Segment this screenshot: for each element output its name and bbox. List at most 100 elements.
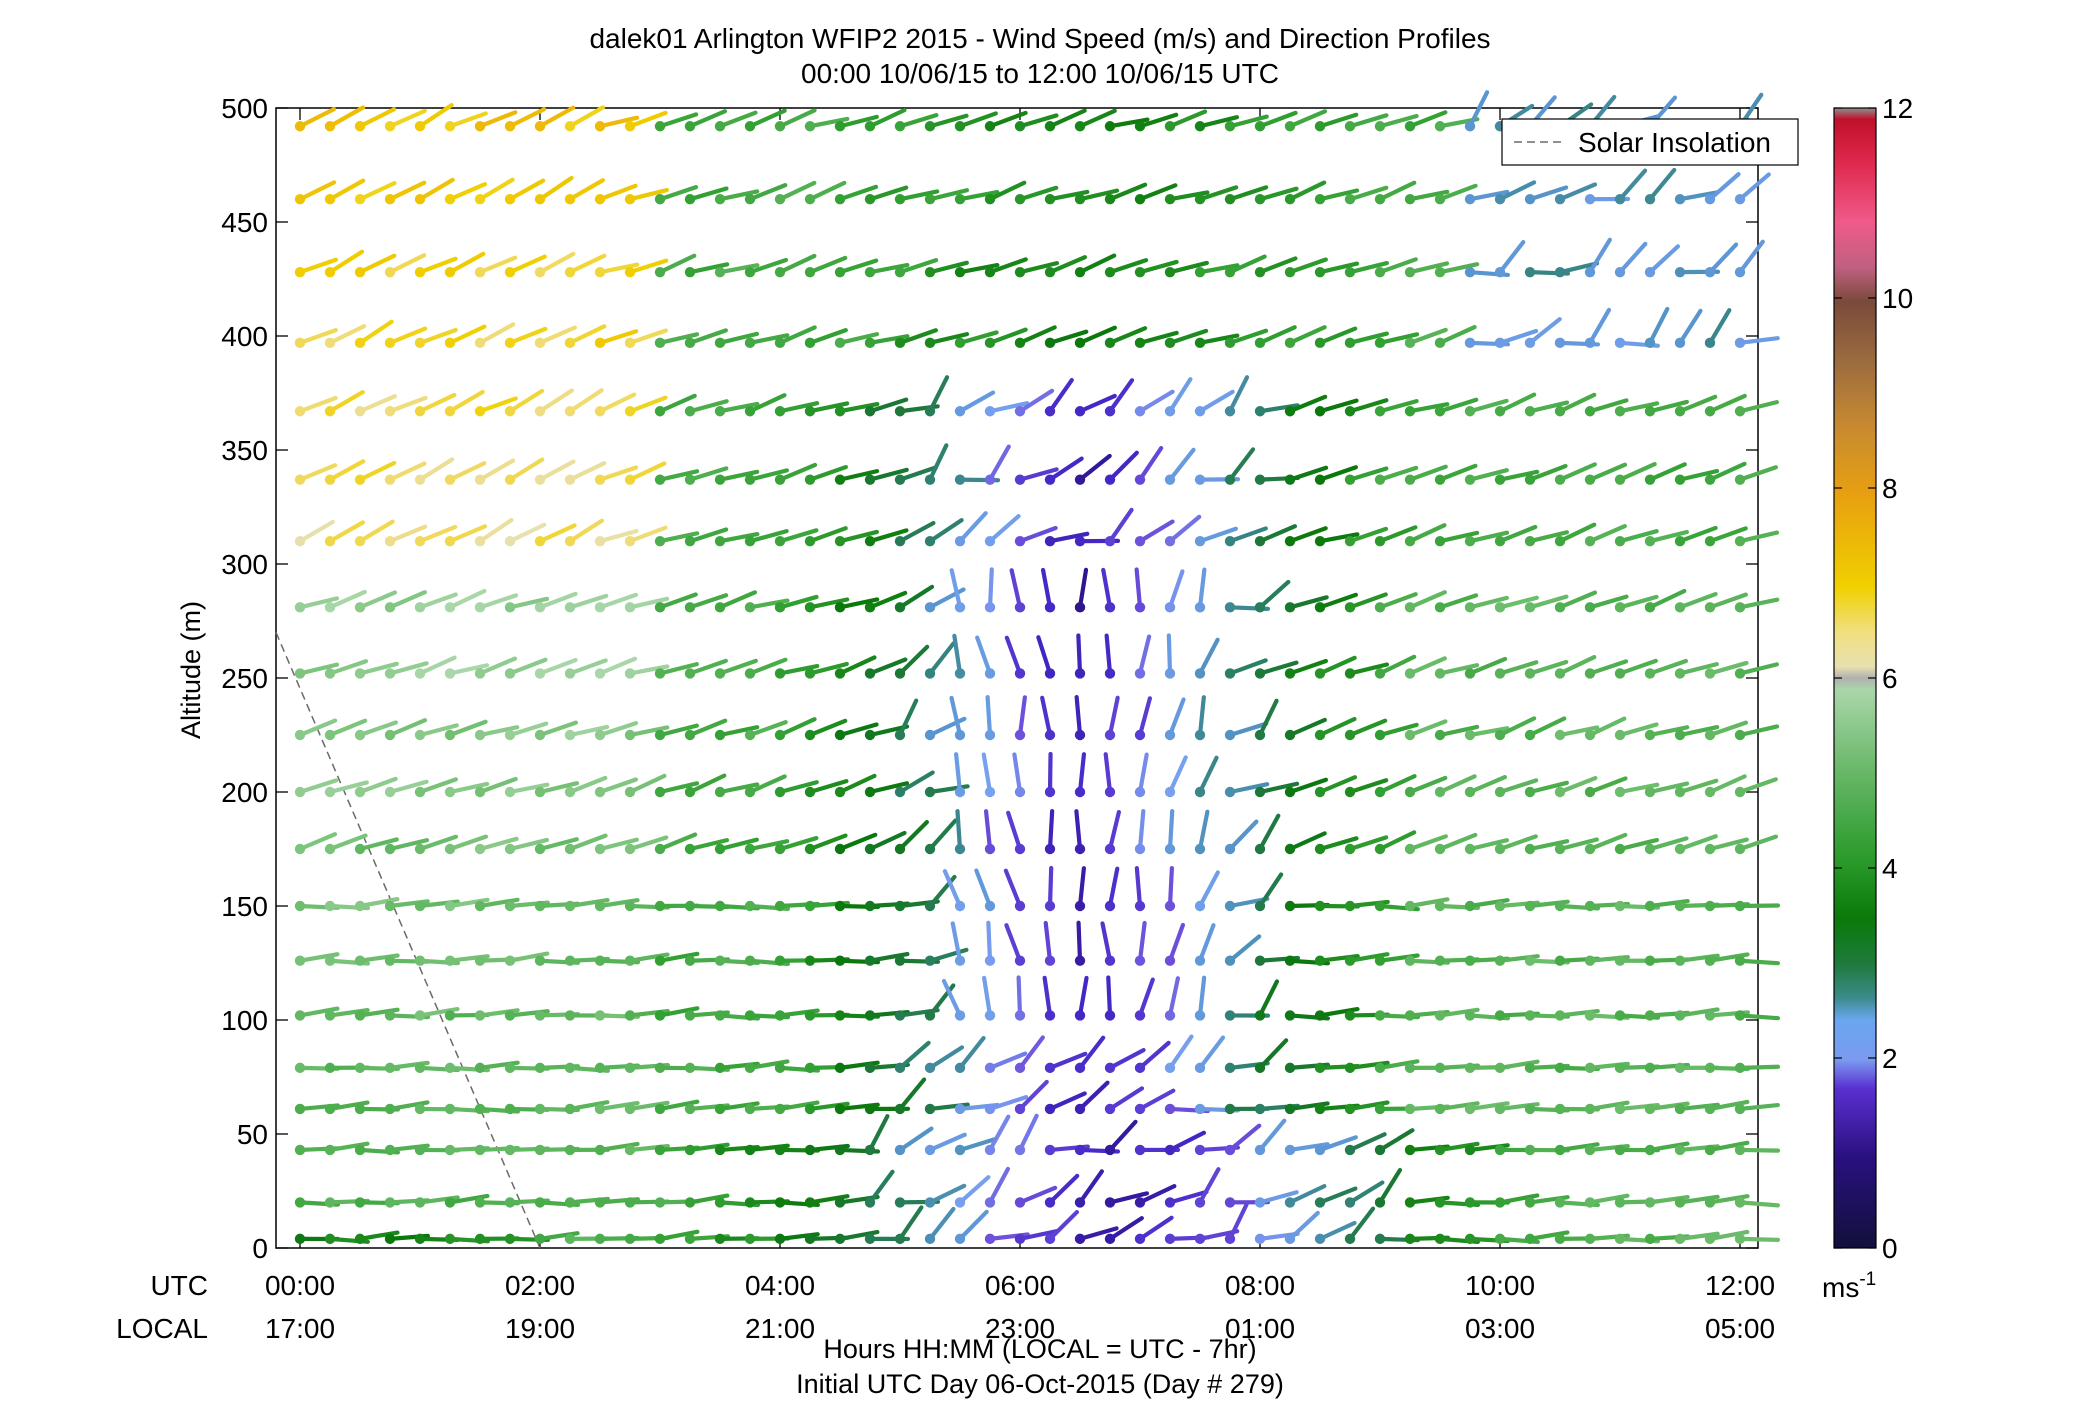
- barb-dot: [1284, 406, 1296, 417]
- wind-barb: [1009, 568, 1026, 613]
- wind-barb: [1344, 592, 1388, 613]
- barb-shaft: [1040, 567, 1053, 610]
- barb-dot: [1194, 1062, 1206, 1074]
- barb-dot: [684, 786, 696, 798]
- barb-shaft: [507, 457, 545, 482]
- barb-shaft: [1197, 526, 1238, 544]
- barb-dot: [1464, 668, 1476, 679]
- barb-dot: [1674, 729, 1686, 741]
- wind-barb: [1524, 594, 1569, 613]
- barb-shaft: [1167, 328, 1209, 345]
- wind-barb: [294, 952, 340, 966]
- wind-barb: [1434, 324, 1477, 349]
- barb-dot: [1284, 536, 1296, 547]
- wind-barb: [1554, 392, 1597, 417]
- barb-dot: [444, 1010, 456, 1021]
- barb-shaft: [1287, 717, 1327, 738]
- barb-dot: [654, 536, 666, 547]
- barb-shaft: [747, 183, 788, 202]
- barb-shaft: [1737, 958, 1781, 966]
- barb-shaft: [1347, 1132, 1387, 1153]
- barb-shaft: [387, 1100, 430, 1112]
- barb-dot: [1434, 1233, 1446, 1245]
- barb-dot: [1014, 900, 1026, 912]
- wind-barb: [714, 590, 758, 613]
- barb-dot: [1254, 955, 1266, 966]
- barb-shaft: [1707, 242, 1739, 275]
- wind-barb: [834, 773, 877, 798]
- barb-dot: [1014, 668, 1026, 679]
- barb-shaft: [567, 178, 605, 202]
- barb-dot: [474, 1062, 486, 1074]
- wind-barb: [414, 777, 458, 798]
- barb-shaft: [567, 658, 608, 676]
- barb-dot: [504, 668, 516, 679]
- barb-shaft: [1137, 977, 1155, 1018]
- x-tick-label-utc: 00:00: [265, 1270, 335, 1301]
- wind-barb: [744, 528, 789, 547]
- barb-dot: [1254, 1103, 1266, 1115]
- barb-dot: [1044, 1062, 1056, 1074]
- barb-shaft: [1197, 567, 1207, 610]
- wind-barb: [414, 524, 458, 547]
- wind-barb: [1194, 755, 1219, 798]
- barb-dot: [774, 955, 786, 966]
- barb-dot: [1224, 337, 1236, 349]
- barb-dot: [1614, 843, 1626, 855]
- barb-dot: [1104, 729, 1116, 741]
- wind-barb: [474, 836, 519, 855]
- wind-barb: [1554, 775, 1598, 798]
- barb-shaft: [1016, 975, 1023, 1018]
- barb-dot: [384, 1144, 396, 1156]
- barb-dot: [744, 266, 756, 278]
- barb-dot: [834, 1197, 846, 1208]
- barb-shaft: [777, 401, 820, 414]
- barb-dot: [834, 786, 846, 798]
- barb-dot: [1404, 1197, 1416, 1208]
- barb-shaft: [1377, 592, 1418, 610]
- barb-dot: [444, 1197, 456, 1208]
- barb-shaft: [1737, 834, 1779, 852]
- barb-dot: [1014, 1144, 1026, 1156]
- barb-shaft: [837, 529, 879, 544]
- barb-dot: [1314, 668, 1326, 679]
- barb-shaft: [1043, 920, 1053, 963]
- barb-shaft: [807, 328, 848, 345]
- barb-shaft: [507, 596, 550, 610]
- barb-shaft: [777, 663, 820, 676]
- barb-dot: [1704, 406, 1716, 417]
- barb-dot: [924, 668, 936, 679]
- barb-dot: [1614, 900, 1626, 912]
- barb-shaft: [897, 698, 919, 738]
- wind-barb: [1284, 109, 1328, 132]
- barb-shaft: [927, 1045, 965, 1070]
- barb-dot: [474, 121, 486, 132]
- barb-shaft: [955, 808, 963, 852]
- barb-dot: [624, 1197, 636, 1208]
- barb-dot: [1674, 1062, 1686, 1074]
- barb-dot: [1134, 786, 1146, 798]
- barb-shaft: [1467, 726, 1510, 738]
- barb-dot: [474, 337, 486, 349]
- barb-dot: [1674, 900, 1686, 912]
- wind-barb: [1044, 108, 1087, 132]
- wind-barb: [564, 775, 608, 798]
- barb-shaft: [1647, 462, 1687, 482]
- barb-dot: [1224, 955, 1236, 966]
- wind-barb: [1494, 834, 1538, 855]
- barb-dot: [414, 337, 426, 349]
- barb-dot: [654, 668, 666, 679]
- barb-shaft: [1737, 239, 1765, 275]
- barb-dot: [1224, 1062, 1236, 1074]
- barb-shaft: [1377, 1167, 1403, 1205]
- barb-shaft: [477, 897, 520, 909]
- barb-shaft: [1107, 378, 1135, 414]
- x-tick-label-utc: 10:00: [1465, 1270, 1535, 1301]
- x-tick-label-utc: 02:00: [505, 1270, 575, 1301]
- wind-barb: [804, 833, 848, 855]
- wind-barb: [384, 779, 429, 798]
- wind-barb: [354, 394, 397, 417]
- wind-barb: [1104, 975, 1116, 1021]
- barb-dot: [384, 729, 396, 741]
- barb-dot: [714, 602, 726, 613]
